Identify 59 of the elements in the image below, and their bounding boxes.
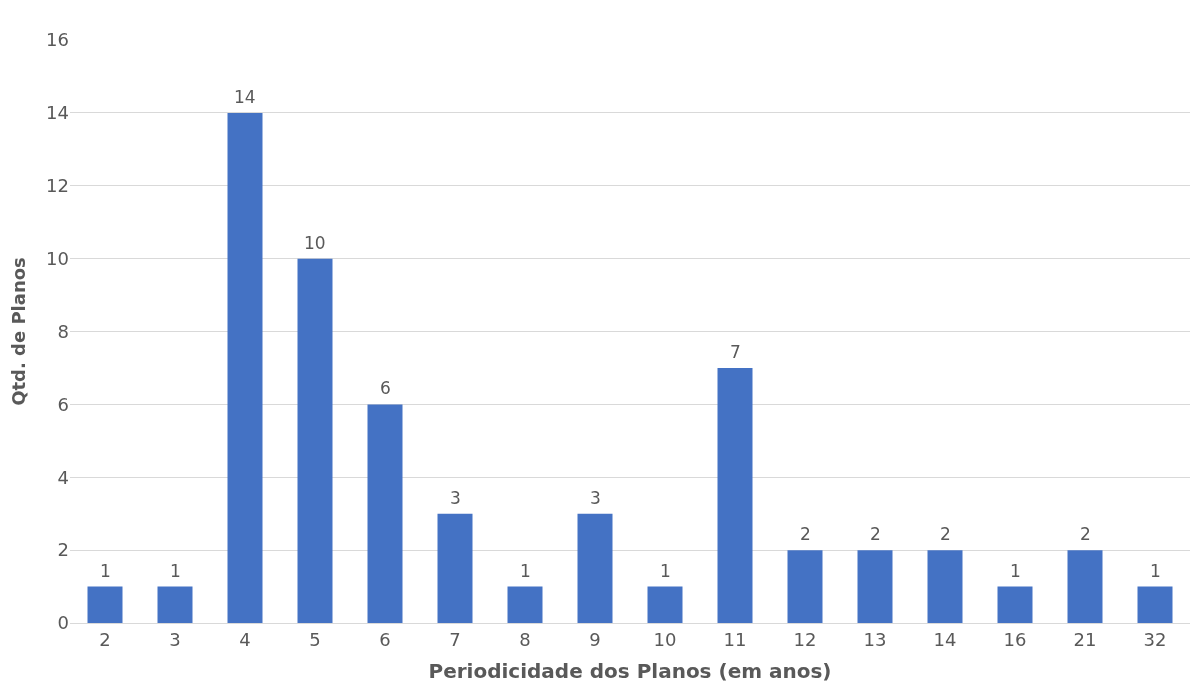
data-label: 10 (304, 233, 326, 253)
data-label: 1 (660, 561, 671, 581)
bar (227, 112, 263, 623)
x-tick-label: 16 (1003, 628, 1027, 650)
bar (157, 586, 193, 623)
bar (1137, 586, 1173, 623)
bar (297, 258, 333, 623)
x-tick-label: 4 (239, 628, 251, 650)
x-tick-label: 32 (1143, 628, 1167, 650)
bar (507, 586, 543, 623)
x-tick-label: 13 (863, 628, 887, 650)
x-tick-label: 9 (589, 628, 601, 650)
x-tick-label: 10 (653, 628, 677, 650)
data-label: 7 (730, 342, 741, 362)
data-label: 3 (450, 488, 461, 508)
x-tick-label: 12 (793, 628, 817, 650)
bar (927, 550, 963, 623)
bar (1067, 550, 1103, 623)
y-tick-label: 8 (57, 320, 69, 342)
data-label: 1 (520, 561, 531, 581)
x-tick-label: 11 (723, 628, 747, 650)
x-tick-label: 3 (169, 628, 181, 650)
x-tick-label: 7 (449, 628, 461, 650)
y-tick-label: 14 (46, 102, 69, 124)
y-tick-label: 6 (57, 393, 69, 415)
bar (787, 550, 823, 623)
y-tick-label: 2 (57, 539, 69, 561)
bar (367, 404, 403, 623)
x-tick-label: 2 (99, 628, 111, 650)
bar (997, 586, 1033, 623)
bar (437, 513, 473, 623)
data-label: 2 (940, 524, 951, 544)
data-label: 2 (800, 524, 811, 544)
x-tick-label: 8 (519, 628, 531, 650)
y-tick-label: 4 (57, 466, 69, 488)
bar (577, 513, 613, 623)
data-label: 2 (870, 524, 881, 544)
x-tick-label: 21 (1073, 628, 1097, 650)
data-label: 1 (170, 561, 181, 581)
y-tick-label: 10 (46, 247, 69, 269)
bar (647, 586, 683, 623)
x-tick-label: 6 (379, 628, 391, 650)
y-tick-label: 16 (46, 29, 69, 51)
bar (857, 550, 893, 623)
y-tick-label: 0 (57, 612, 69, 634)
data-label: 2 (1080, 524, 1091, 544)
x-tick-label: 5 (309, 628, 321, 650)
data-label: 6 (380, 378, 391, 398)
data-label: 14 (234, 87, 256, 107)
bar (87, 586, 123, 623)
data-label: 1 (1150, 561, 1161, 581)
data-label: 1 (100, 561, 111, 581)
y-axis-title: Qtd. de Planos (8, 257, 30, 406)
x-tick-label: 14 (933, 628, 957, 650)
x-axis-title: Periodicidade dos Planos (em anos) (428, 659, 832, 684)
y-tick-label: 12 (46, 175, 69, 197)
data-label: 3 (590, 488, 601, 508)
bar (717, 367, 753, 623)
data-label: 1 (1010, 561, 1021, 581)
